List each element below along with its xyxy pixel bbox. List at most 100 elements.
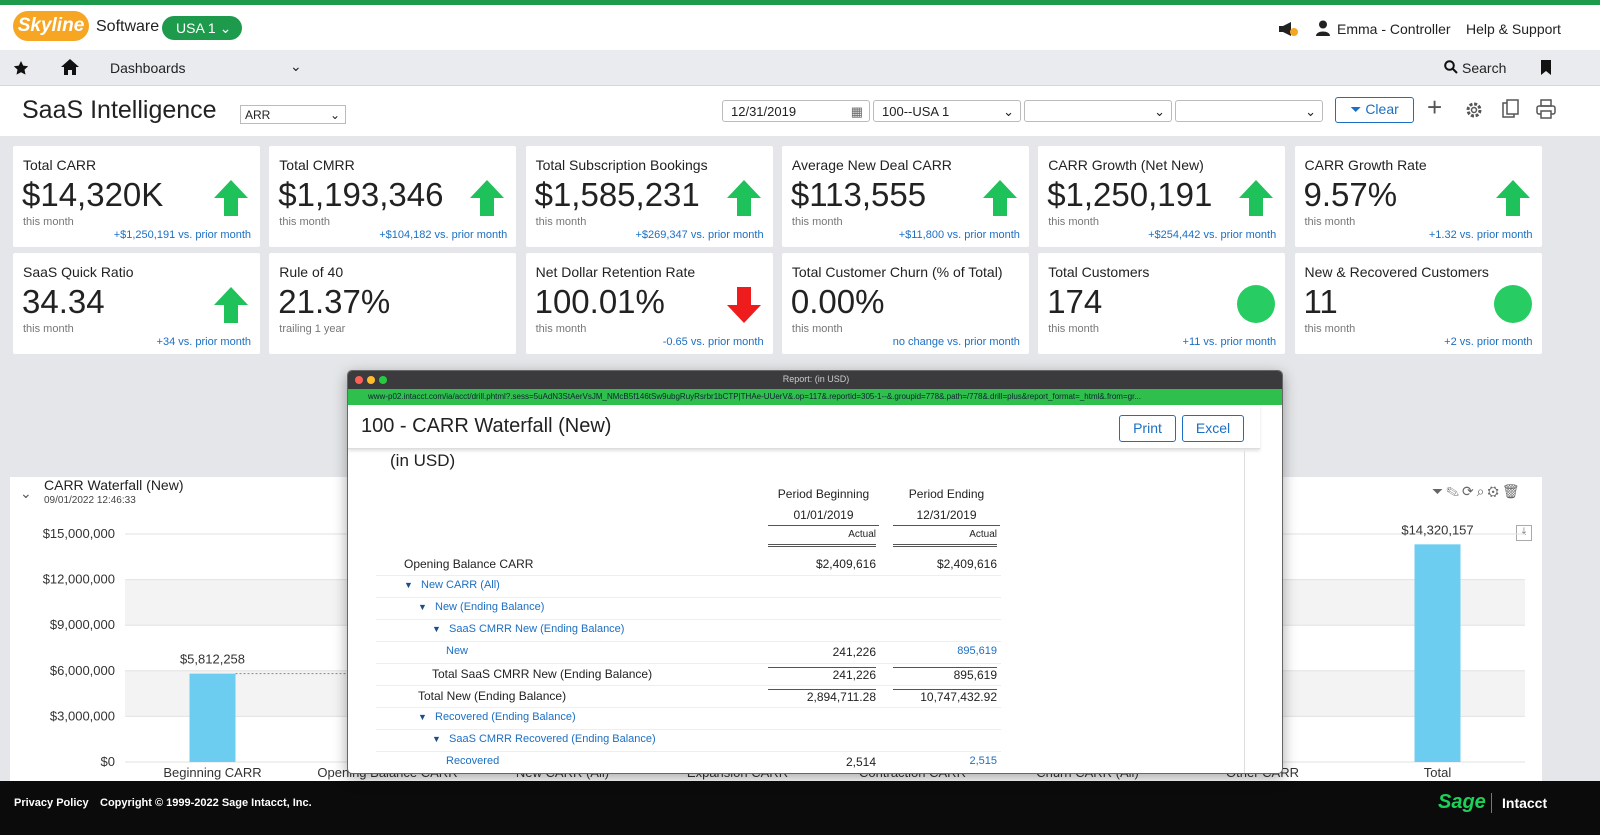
kpi-label: SaaS Quick Ratio bbox=[23, 264, 134, 280]
kpi-card: Total Subscription Bookings $1,585,231 thi… bbox=[525, 146, 773, 247]
value-label: $14,320,157 bbox=[1401, 522, 1473, 537]
kpi-delta: +34 vs. prior month bbox=[156, 336, 251, 348]
row-value: 895,619 bbox=[893, 667, 997, 682]
collapse-caret[interactable]: ⌄ bbox=[20, 485, 32, 501]
kpi-label: Total Subscription Bookings bbox=[535, 157, 708, 173]
date-input[interactable]: 12/31/2019 ▦ bbox=[722, 100, 870, 122]
kpi-value: $1,250,191 bbox=[1047, 176, 1213, 213]
trend-icon bbox=[214, 180, 248, 216]
sage-logo: Sage bbox=[1438, 791, 1486, 813]
kpi-value: 9.57% bbox=[1303, 176, 1398, 213]
kpi-period: this month bbox=[1304, 323, 1356, 335]
trend-icon bbox=[1495, 180, 1530, 216]
clear-button[interactable]: ⏷ Clear bbox=[1335, 97, 1414, 123]
report-header: 100 - CARR Waterfall (New) bbox=[348, 405, 1260, 449]
privacy-link[interactable]: Privacy Policy bbox=[14, 797, 89, 809]
row-link[interactable]: New bbox=[446, 645, 469, 657]
search-button[interactable]: Search bbox=[1462, 60, 1507, 76]
kpi-value: 21.37% bbox=[278, 283, 391, 320]
row-link[interactable]: Recovered (Ending Balance) bbox=[435, 711, 576, 723]
location-select[interactable]: 100--USA 1 ⌄ bbox=[873, 100, 1021, 122]
kpi-value: $1,193,346 bbox=[278, 176, 444, 213]
kpi-card: Total CARR $14,320K this month +$1,250,191 … bbox=[13, 146, 260, 247]
y-tick-label: $12,000,000 bbox=[43, 572, 115, 587]
kpi-card: Total Customer Churn (% of Total) 0.00% th… bbox=[781, 253, 1029, 354]
trend-icon bbox=[726, 287, 761, 323]
kpi-delta: +$1,250,191 vs. prior month bbox=[113, 229, 251, 241]
column-date: 12/31/2019 bbox=[893, 508, 1000, 526]
kpi-value: 34.34 bbox=[22, 283, 105, 320]
home-icon[interactable] bbox=[60, 58, 80, 76]
row-label: Total New (Ending Balance) bbox=[418, 689, 567, 703]
row-value: 241,226 bbox=[768, 667, 876, 682]
kpi-value: 174 bbox=[1047, 283, 1103, 320]
row-link[interactable]: New (Ending Balance) bbox=[435, 601, 545, 613]
nav-bar: Dashboards ⌄ Search bbox=[0, 50, 1600, 86]
kpi-delta: +$11,800 vs. prior month bbox=[898, 229, 1020, 241]
dashboards-menu[interactable]: Dashboards bbox=[110, 60, 186, 76]
announcement-icon[interactable] bbox=[1277, 21, 1299, 37]
kpi-card: CARR Growth (Net New) $1,250,191 this mont… bbox=[1038, 146, 1286, 247]
entity: USA 1 bbox=[176, 20, 216, 36]
download-button[interactable]: ⤓ bbox=[1516, 525, 1532, 541]
print-button[interactable]: Print bbox=[1119, 415, 1176, 442]
kpi-label: Total Customers bbox=[1048, 264, 1150, 280]
search-icon[interactable] bbox=[1444, 60, 1458, 74]
kpi-label: Total CMRR bbox=[279, 157, 355, 173]
row-value: $2,409,616 bbox=[815, 557, 876, 571]
user-menu[interactable]: Emma - Controller bbox=[1337, 21, 1451, 37]
window-title: Report: (in USD) bbox=[782, 374, 850, 384]
scrollbar bbox=[1244, 451, 1245, 773]
kpi-label: Average New Deal CARR bbox=[791, 157, 952, 173]
row-rule bbox=[376, 619, 1001, 620]
logo[interactable]: Skyline bbox=[13, 11, 89, 41]
row-rule bbox=[376, 729, 1001, 730]
kpi-label: CARR Growth (Net New) bbox=[1048, 157, 1204, 173]
url[interactable]: www-p02.intacct.com/ia/acct/drill.phtml?… bbox=[368, 392, 1141, 401]
kpi-period: this month bbox=[1048, 323, 1099, 335]
kpi-period: this month bbox=[1304, 216, 1356, 228]
kpi-delta: -0.65 vs. prior month bbox=[662, 336, 764, 348]
footer: Privacy Policy Copyright © 1999-2022 Sag… bbox=[0, 781, 1600, 835]
trend-icon bbox=[214, 287, 248, 323]
row-value: 895,619 bbox=[957, 645, 997, 657]
brand: Software bbox=[96, 18, 160, 35]
kpi-delta: +11 vs. prior month bbox=[1182, 336, 1277, 348]
row-rule bbox=[376, 685, 1001, 686]
kpi-period: this month bbox=[279, 216, 331, 228]
help-link[interactable]: Help & Support bbox=[1466, 21, 1561, 37]
settings-icon[interactable] bbox=[1464, 100, 1484, 120]
row-value: $2,409,616 bbox=[936, 557, 997, 571]
chart-actions[interactable]: ⏷✎⟳⌕⚙🗑 bbox=[1432, 483, 1523, 499]
copy-icon[interactable] bbox=[1502, 99, 1520, 119]
kpi-period: trailing 1 year bbox=[279, 323, 346, 335]
kpi-label: Rule of 40 bbox=[279, 264, 344, 280]
kpi-delta: +$254,442 vs. prior month bbox=[1148, 229, 1277, 241]
kpi-card: SaaS Quick Ratio 34.34 this month +34 vs. p… bbox=[13, 253, 260, 354]
row-link[interactable]: SaaS CMRR New (Ending Balance) bbox=[449, 623, 625, 635]
bookmark-icon[interactable] bbox=[1540, 60, 1552, 75]
entity-selector[interactable]: USA 1 ⌄ bbox=[162, 16, 242, 40]
chart-title: CARR Waterfall (New) bbox=[44, 477, 184, 493]
kpi-value: 11 bbox=[1303, 283, 1338, 320]
view-select[interactable]: ARR ⌄ bbox=[240, 105, 346, 124]
trend-icon bbox=[726, 180, 761, 216]
excel-button[interactable]: Excel bbox=[1182, 415, 1244, 442]
filter-select[interactable]: ⌄ bbox=[1175, 100, 1323, 122]
filter-select[interactable]: ⌄ bbox=[1024, 100, 1172, 122]
row-link[interactable]: New CARR (All) bbox=[421, 579, 500, 591]
kpi-delta: +$269,347 vs. prior month bbox=[635, 229, 764, 241]
kpi-value: 100.01% bbox=[534, 283, 665, 320]
window-controls[interactable] bbox=[354, 375, 394, 385]
favorites-icon[interactable] bbox=[13, 60, 29, 76]
row-link[interactable]: Recovered bbox=[446, 755, 500, 767]
add-button[interactable]: + bbox=[1427, 92, 1443, 122]
y-tick-label: $9,000,000 bbox=[50, 617, 115, 632]
row-label: Opening Balance CARR bbox=[404, 557, 534, 571]
y-tick-label: $6,000,000 bbox=[50, 663, 115, 678]
dropdown-caret[interactable]: ⌄ bbox=[290, 58, 302, 74]
report-currency: (in USD) bbox=[390, 451, 456, 470]
kpi-period: this month bbox=[791, 216, 843, 228]
print-icon[interactable] bbox=[1536, 99, 1556, 119]
row-link[interactable]: SaaS CMRR Recovered (Ending Balance) bbox=[449, 733, 656, 745]
